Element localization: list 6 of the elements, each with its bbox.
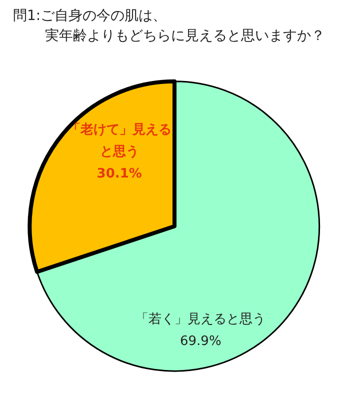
slice-label: 「若く」見えると思う xyxy=(136,312,266,327)
data-label: 69.9% xyxy=(180,334,222,349)
slice-label: 「老けて」見えると思う xyxy=(67,122,172,160)
chart-title: 問1:ご自身の今の肌は、 xyxy=(13,8,167,24)
chart-subtitle: 実年齢よりもどちらに見えると思いますか？ xyxy=(45,28,325,44)
data-label: 30.1% xyxy=(96,166,142,182)
